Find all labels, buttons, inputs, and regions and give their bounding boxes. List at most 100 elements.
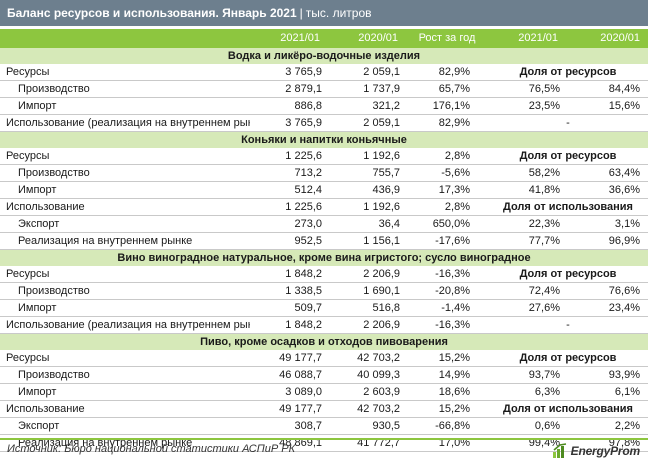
share-2020: 93,9% (566, 366, 648, 384)
section-header-row: Коньяки и напитки коньячные (0, 131, 648, 148)
header-row: 2021/01 2020/01 Рост за год 2021/01 2020… (0, 29, 648, 48)
share-2020: 76,6% (566, 282, 648, 300)
table-body: Водка и ликёро-водочные изделия Ресурсы 3 … (0, 48, 648, 452)
value-2020: 42 703,2 (328, 400, 406, 418)
share-2021: 41,8% (488, 181, 566, 199)
growth-value: 82,9% (406, 114, 488, 132)
value-2020: 42 703,2 (328, 350, 406, 367)
row-label: Импорт (0, 383, 250, 401)
share-2021: 76,5% (488, 80, 566, 98)
table-row: Использование 49 177,7 42 703,2 15,2% Доля о… (0, 400, 648, 418)
table-row: Использование (реализация на внутреннем … (0, 316, 648, 334)
share-2020: 15,6% (566, 97, 648, 115)
growth-value: 14,9% (406, 366, 488, 384)
growth-value: 65,7% (406, 80, 488, 98)
value-2021: 512,4 (250, 181, 328, 199)
growth-value: 17,3% (406, 181, 488, 199)
growth-value: 18,6% (406, 383, 488, 401)
growth-value: -16,3% (406, 266, 488, 283)
value-2020: 2 059,1 (328, 64, 406, 81)
share-2020: 96,9% (566, 232, 648, 250)
unit-label: тыс. литров (305, 6, 372, 20)
row-label: Использование (реализация на внутреннем … (0, 316, 250, 334)
title-bar: Баланс ресурсов и использования. Январь … (0, 0, 648, 26)
share-header-label: Доля от ресурсов (488, 64, 648, 81)
row-label: Экспорт (0, 215, 250, 233)
share-2021: 93,7% (488, 366, 566, 384)
share-2021: 72,4% (488, 282, 566, 300)
share-empty-dash: - (488, 316, 648, 334)
table-row: Ресурсы 49 177,7 42 703,2 15,2% Доля от ресу… (0, 350, 648, 367)
share-header-label: Доля от использования (488, 198, 648, 216)
footer: Источник: Бюро национальной статистики А… (0, 438, 648, 461)
table-row: Экспорт 273,0 36,4 650,0% 22,3% 3,1% (0, 215, 648, 233)
value-2020: 930,5 (328, 417, 406, 435)
row-label: Реализация на внутреннем рынке (0, 232, 250, 250)
table-row: Ресурсы 1 848,2 2 206,9 -16,3% Доля от ресур… (0, 266, 648, 283)
column-header-2020: 2020/01 (328, 29, 406, 48)
energyprom-logo-icon (552, 442, 566, 458)
row-label: Ресурсы (0, 148, 250, 165)
table-row: Использование (реализация на внутреннем … (0, 114, 648, 132)
value-2020: 1 192,6 (328, 148, 406, 165)
value-2021: 713,2 (250, 164, 328, 182)
share-2020: 63,4% (566, 164, 648, 182)
value-2021: 49 177,7 (250, 400, 328, 418)
share-2021: 27,6% (488, 299, 566, 317)
value-2020: 2 059,1 (328, 114, 406, 132)
growth-value: -1,4% (406, 299, 488, 317)
row-label: Ресурсы (0, 266, 250, 283)
value-2021: 1 848,2 (250, 266, 328, 283)
section-title: Вино виноградное натуральное, кроме вина… (0, 249, 648, 266)
value-2020: 321,2 (328, 97, 406, 115)
table-row: Импорт 886,8 321,2 176,1% 23,5% 15,6% (0, 97, 648, 115)
growth-value: -16,3% (406, 316, 488, 334)
section-header-row: Водка и ликёро-водочные изделия (0, 48, 648, 64)
growth-value: -17,6% (406, 232, 488, 250)
column-header-2021: 2021/01 (250, 29, 328, 48)
value-2020: 40 099,3 (328, 366, 406, 384)
value-2020: 516,8 (328, 299, 406, 317)
row-label: Импорт (0, 299, 250, 317)
row-label: Производство (0, 164, 250, 182)
row-label: Производство (0, 366, 250, 384)
row-label: Ресурсы (0, 64, 250, 81)
value-2020: 1 737,9 (328, 80, 406, 98)
growth-value: 15,2% (406, 350, 488, 367)
table-row: Экспорт 308,7 930,5 -66,8% 0,6% 2,2% (0, 417, 648, 435)
value-2021: 3 089,0 (250, 383, 328, 401)
table-row: Ресурсы 3 765,9 2 059,1 82,9% Доля от ресурс… (0, 64, 648, 81)
table-row: Производство 46 088,7 40 099,3 14,9% 93,7% 93… (0, 366, 648, 384)
share-header-label: Доля от ресурсов (488, 148, 648, 165)
share-2020: 6,1% (566, 383, 648, 401)
share-2021: 77,7% (488, 232, 566, 250)
value-2021: 952,5 (250, 232, 328, 250)
row-label: Использование (0, 400, 250, 418)
value-2020: 755,7 (328, 164, 406, 182)
growth-value: 2,8% (406, 148, 488, 165)
share-2021: 58,2% (488, 164, 566, 182)
table-row: Ресурсы 1 225,6 1 192,6 2,8% Доля от ресурсо… (0, 148, 648, 165)
column-header-growth: Рост за год (406, 29, 488, 48)
value-2021: 3 765,9 (250, 114, 328, 132)
table-row: Реализация на внутреннем рынке 952,5 1 156… (0, 232, 648, 250)
value-2020: 36,4 (328, 215, 406, 233)
section-header-row: Вино виноградное натуральное, кроме вина… (0, 249, 648, 266)
value-2021: 46 088,7 (250, 366, 328, 384)
section-header-row: Пиво, кроме осадков и отходов пивоварени… (0, 333, 648, 350)
share-header-label: Доля от ресурсов (488, 266, 648, 283)
share-2020: 36,6% (566, 181, 648, 199)
value-2021: 1 848,2 (250, 316, 328, 334)
row-label: Использование (реализация на внутреннем … (0, 114, 250, 132)
column-header-share-2020: 2020/01 (566, 29, 648, 48)
value-2021: 509,7 (250, 299, 328, 317)
value-2021: 3 765,9 (250, 64, 328, 81)
table-row: Производство 713,2 755,7 -5,6% 58,2% 63,4% (0, 164, 648, 182)
table-row: Производство 1 338,5 1 690,1 -20,8% 72,4% 76,… (0, 282, 648, 300)
share-2020: 84,4% (566, 80, 648, 98)
value-2021: 1 225,6 (250, 198, 328, 216)
share-empty-dash: - (488, 114, 648, 132)
share-2021: 22,3% (488, 215, 566, 233)
table-row: Производство 2 879,1 1 737,9 65,7% 76,5% 84,4… (0, 80, 648, 98)
value-2020: 2 206,9 (328, 316, 406, 334)
